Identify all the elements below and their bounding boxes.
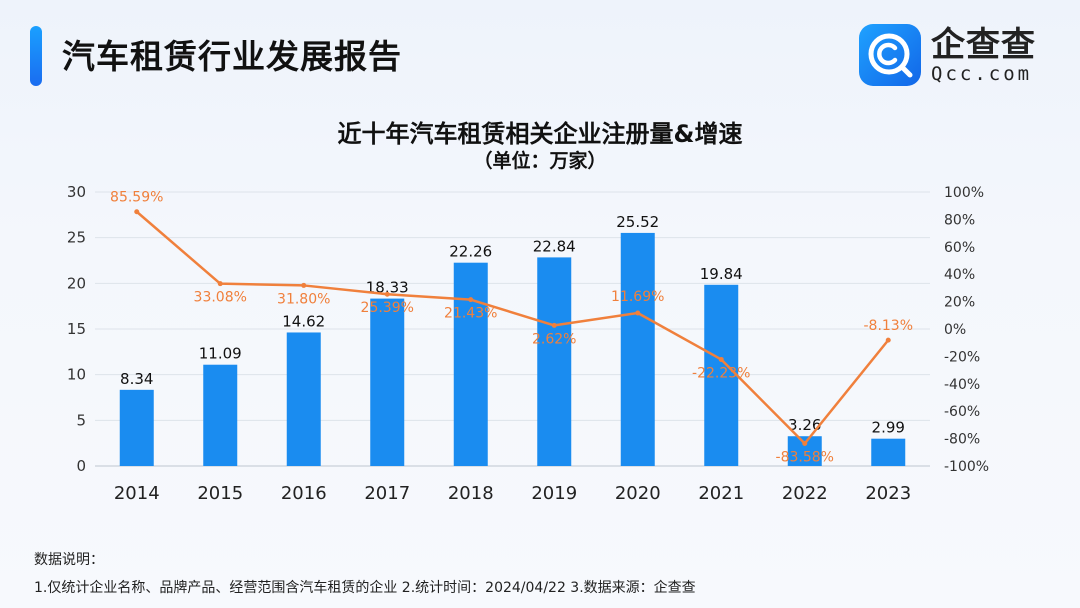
growth-label: 33.08% — [194, 290, 247, 306]
bar-value-label: 8.34 — [120, 370, 153, 388]
growth-label: 21.43% — [444, 306, 497, 322]
bar — [871, 438, 906, 466]
growth-label: -83.58% — [776, 450, 834, 466]
growth-point — [134, 209, 140, 215]
x-tick-label: 2019 — [531, 483, 577, 504]
logo-text: 企查查 Qcc.com — [931, 26, 1036, 84]
growth-line — [135, 210, 890, 445]
growth-point — [718, 356, 724, 362]
x-tick-label: 2022 — [782, 483, 828, 504]
growth-point — [468, 297, 474, 303]
y-tick-label: 5 — [76, 411, 86, 429]
bar-value-label: 25.52 — [616, 213, 659, 231]
x-tick-label: 2017 — [364, 483, 410, 504]
bar-value-label: 19.84 — [700, 265, 743, 283]
y2-tick-label: -40% — [944, 377, 980, 393]
x-tick-label: 2021 — [698, 483, 744, 504]
notes-heading: 数据说明： — [34, 552, 104, 568]
y2-tick-label: 20% — [944, 295, 975, 311]
growth-point — [635, 310, 641, 316]
data-notes: 数据说明： 1.仅统计企业名称、品牌产品、经营范围含汽车租赁的企业 2.统计时间… — [34, 546, 696, 602]
bar — [704, 284, 739, 466]
chart-unit: （单位：万家） — [473, 150, 607, 172]
y2-tick-label: -60% — [944, 404, 980, 420]
growth-point — [217, 281, 223, 287]
y2-tick-label: -100% — [944, 459, 989, 475]
growth-point — [885, 337, 891, 343]
y2-tick-label: 40% — [944, 267, 975, 283]
growth-label: 85.59% — [110, 190, 163, 206]
bar — [620, 232, 655, 466]
y2-tick-label: -80% — [944, 432, 980, 448]
bar-value-label: 22.84 — [533, 237, 576, 255]
chart-title: 近十年汽车租赁相关企业注册量&增速 — [337, 120, 743, 148]
y-tick-label: 15 — [67, 320, 86, 338]
growth-point — [551, 322, 557, 328]
title-accent-bar — [30, 26, 42, 86]
bar — [119, 389, 154, 466]
y2-tick-label: 60% — [944, 240, 975, 256]
bar-value-label: 3.26 — [788, 416, 821, 434]
y-tick-label: 10 — [67, 366, 86, 384]
bar — [453, 262, 488, 466]
brand-logo: 企查查 Qcc.com — [859, 24, 1036, 86]
bar-value-label: 22.26 — [449, 243, 492, 261]
bar-value-label: 2.99 — [872, 419, 905, 437]
growth-label: 31.80% — [277, 291, 330, 307]
y-tick-label: 0 — [76, 457, 86, 475]
growth-point — [384, 291, 390, 297]
notes-line: 1.仅统计企业名称、品牌产品、经营范围含汽车租赁的企业 2.统计时间：2024/… — [34, 580, 696, 596]
magnifier-c-icon — [859, 24, 921, 86]
growth-point — [301, 282, 307, 288]
bar — [537, 257, 572, 466]
bar — [370, 298, 405, 466]
x-tick-label: 2020 — [615, 483, 661, 504]
growth-label: 2.62% — [532, 331, 576, 347]
growth-label: 11.69% — [611, 289, 664, 305]
growth-label: 25.39% — [361, 300, 414, 316]
x-tick-label: 2015 — [197, 483, 243, 504]
x-tick-label: 2018 — [448, 483, 494, 504]
page-title: 汽车租赁行业发展报告 — [62, 37, 402, 76]
logo-name-en: Qcc.com — [931, 63, 1033, 85]
bar-value-label: 11.09 — [199, 345, 242, 363]
x-tick-label: 2014 — [114, 483, 160, 504]
y2-tick-label: 80% — [944, 212, 975, 228]
bar — [203, 364, 238, 466]
y-tick-label: 25 — [67, 229, 86, 247]
bar — [286, 332, 321, 466]
y2-tick-label: 100% — [944, 185, 984, 201]
growth-label: -22.23% — [692, 365, 750, 381]
logo-name-cn: 企查查 — [931, 25, 1036, 65]
x-tick-label: 2023 — [865, 483, 911, 504]
y-tick-label: 30 — [67, 183, 86, 201]
growth-label: -8.13% — [863, 318, 913, 334]
y2-tick-label: -20% — [944, 349, 980, 365]
x-tick-label: 2016 — [281, 483, 327, 504]
y-tick-label: 20 — [67, 274, 86, 292]
y2-tick-label: 0% — [944, 322, 966, 338]
bar-value-label: 14.62 — [282, 312, 325, 330]
growth-point — [802, 441, 808, 447]
